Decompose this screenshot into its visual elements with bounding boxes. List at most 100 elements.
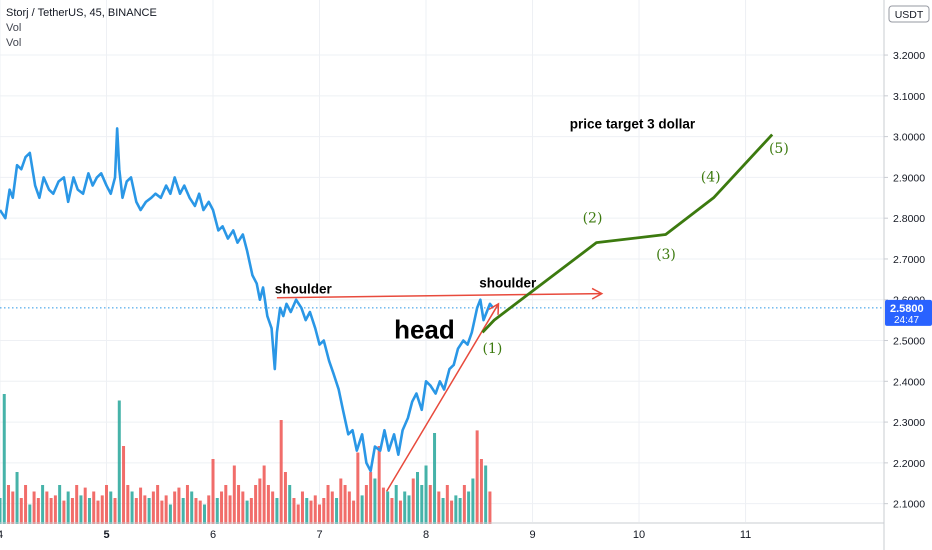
grid (0, 0, 884, 522)
volume-bar (454, 495, 458, 524)
trendline-arrowhead (488, 302, 500, 315)
volume-bar (194, 498, 198, 524)
volume-bar (241, 491, 245, 524)
y-tick-label: 2.2000 (893, 458, 925, 470)
volume-bar (394, 485, 398, 524)
volume-bar (326, 485, 330, 524)
currency-badge-label[interactable]: USDT (895, 9, 924, 21)
volume-bar (360, 495, 364, 524)
volume-bar (83, 487, 87, 524)
volume-bar (254, 485, 258, 524)
x-tick-label: 10 (633, 529, 645, 541)
volume-bar (160, 500, 164, 524)
volume-indicator-label[interactable]: Vol (6, 37, 22, 49)
x-tick-label: 4 (0, 529, 3, 541)
volume-bar (66, 491, 70, 524)
volume-bar (224, 485, 228, 524)
volume-bar (403, 491, 407, 524)
volume-bar (7, 485, 11, 524)
volume-bar (479, 459, 483, 524)
volume-bar (488, 491, 492, 524)
x-tick-label: 7 (316, 529, 322, 541)
volume-bar (15, 472, 19, 524)
volume-bar (386, 491, 390, 524)
volume-bar (339, 478, 343, 524)
volume-bar (207, 495, 211, 524)
volume-bar (424, 465, 428, 524)
y-tick-label: 2.7000 (893, 254, 925, 266)
volume-bar (292, 498, 296, 524)
volume-bar (0, 498, 2, 524)
y-tick-label: 3.2000 (893, 50, 925, 62)
y-tick-label: 2.5000 (893, 336, 925, 348)
y-tick-label: 2.1000 (893, 499, 925, 511)
wave-label: (4) (701, 169, 721, 185)
volume-bar (151, 491, 155, 524)
y-tick-label: 2.9000 (893, 172, 925, 184)
volume-bar (122, 446, 126, 524)
volume-bar (364, 485, 368, 524)
volume-indicator-label[interactable]: Vol (6, 22, 22, 34)
neckline-arrowhead (591, 287, 604, 300)
volume-bar (343, 485, 347, 524)
wave-label: (5) (769, 141, 789, 157)
volume-bar (411, 478, 415, 524)
volume-bar (262, 465, 266, 524)
volume-bar (462, 485, 466, 524)
volume-bar (32, 491, 36, 524)
volume-bar (147, 498, 151, 524)
volume-bar (416, 472, 420, 524)
price-series (0, 127, 884, 473)
volume-bar (36, 498, 40, 524)
volume-bar (441, 498, 445, 524)
volume-bar (433, 433, 437, 524)
y-tick-label: 2.3000 (893, 417, 925, 429)
volume-bar (79, 495, 83, 524)
volume-bar (377, 446, 381, 524)
volume-bar (232, 465, 236, 524)
volume-bar (143, 495, 147, 524)
volume-bar (373, 478, 377, 524)
volume-bar (279, 420, 283, 524)
volume-bar (62, 500, 66, 524)
annotation-label: head (394, 314, 455, 344)
volume-bar (467, 491, 471, 524)
annotation-labels: shoulder head shoulder price target 3 dolla… (275, 116, 789, 356)
volume-bar (228, 495, 232, 524)
x-tick-label: 5 (103, 529, 109, 541)
volume-bar (181, 498, 185, 524)
symbol-title[interactable]: Storj / TetherUS, 45, BINANCE (6, 7, 157, 19)
y-tick-label: 3.1000 (893, 91, 925, 103)
volume-bar (398, 500, 402, 524)
volume-bar (305, 498, 309, 524)
currency-badge[interactable] (888, 5, 930, 23)
volume-bar (49, 498, 53, 524)
volume-bar (58, 485, 62, 524)
annotation-label: price target 3 dollar (570, 116, 696, 131)
volume-bar (134, 498, 138, 524)
volume-bar (96, 500, 100, 524)
drawings (276, 133, 774, 492)
x-tick-label: 11 (740, 529, 751, 541)
chart-legend: Storj / TetherUS, 45, BINANCE Vol Vol (6, 6, 157, 51)
annotation-label: shoulder (275, 282, 333, 297)
wave-label: (2) (583, 210, 603, 226)
volume-bar (237, 485, 241, 524)
volume-bar (450, 500, 454, 524)
volume-bar (458, 498, 462, 524)
volume-bar (275, 498, 279, 524)
volume-bar (445, 485, 449, 524)
volume-bar (70, 498, 74, 524)
volume-bar (173, 491, 177, 524)
volume-bar (53, 495, 57, 524)
volume-bar (41, 485, 45, 524)
y-tick-label: 2.8000 (893, 213, 925, 225)
last-price-value: 2.5800 (890, 303, 924, 315)
volume-bar (335, 498, 339, 524)
neckline-arrow (276, 292, 602, 299)
volume-bar (309, 500, 313, 524)
wave-label: (3) (656, 247, 676, 263)
volume-bar (220, 491, 224, 524)
